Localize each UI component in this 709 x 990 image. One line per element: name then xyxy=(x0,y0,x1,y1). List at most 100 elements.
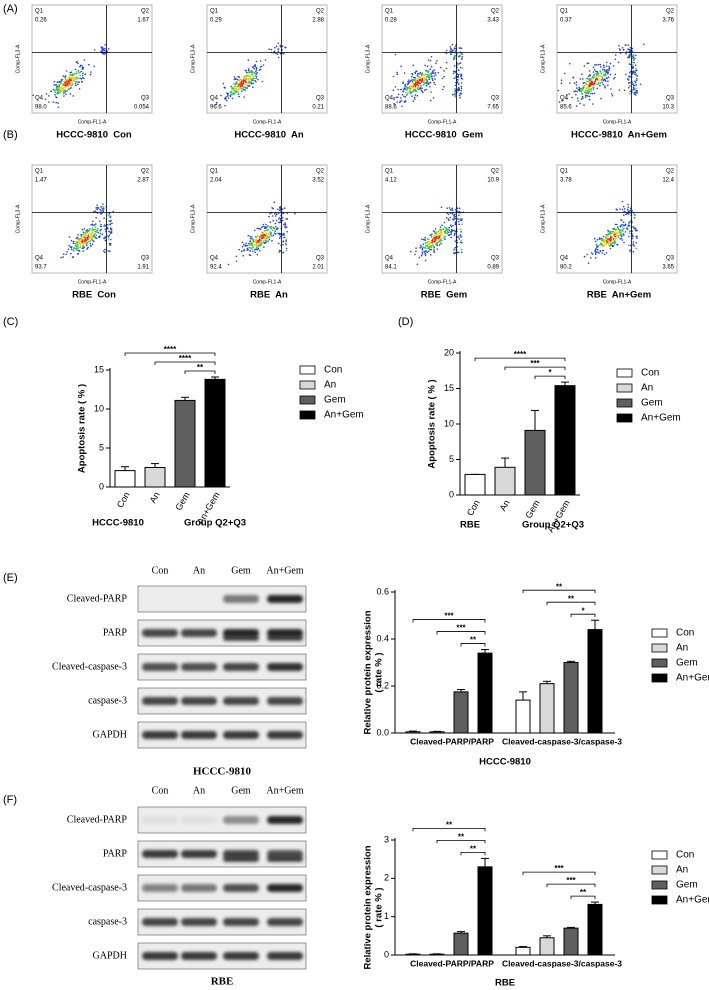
event-dot xyxy=(252,240,255,243)
event-dot xyxy=(432,238,434,240)
event-dot xyxy=(634,71,636,73)
event-dot xyxy=(440,242,442,245)
x-axis-title: Comp-FL1-A xyxy=(428,119,457,125)
event-dot xyxy=(91,243,94,246)
event-dot xyxy=(254,248,256,251)
event-dot xyxy=(599,244,601,246)
event-dot xyxy=(589,74,592,77)
event-dot xyxy=(97,231,100,234)
event-dot xyxy=(277,227,279,229)
event-dot xyxy=(247,234,250,237)
event-dot xyxy=(256,227,259,230)
event-dot xyxy=(433,245,435,248)
event-dot xyxy=(411,72,414,75)
significance-label: * xyxy=(581,606,585,615)
quadrant-value: 1.91 xyxy=(137,265,149,271)
bar xyxy=(554,385,576,496)
event-dot xyxy=(265,223,267,226)
quadrant-value: 3.43 xyxy=(487,18,499,24)
event-dot xyxy=(76,81,78,83)
event-dot xyxy=(433,237,436,240)
error-bar xyxy=(501,457,509,468)
plot-frame xyxy=(31,164,153,274)
event-dot xyxy=(583,255,586,258)
event-dot xyxy=(597,244,600,247)
event-dot xyxy=(632,57,634,60)
event-dot xyxy=(255,70,257,73)
event-dot xyxy=(625,73,627,76)
event-dot xyxy=(604,85,606,87)
event-dot xyxy=(461,55,464,58)
event-dot xyxy=(412,85,415,88)
event-dot xyxy=(450,229,453,231)
event-dot xyxy=(60,86,63,89)
bar xyxy=(524,429,546,496)
quadrant-name: Q3 xyxy=(141,256,150,262)
event-dot xyxy=(62,253,65,255)
event-dot xyxy=(454,92,456,94)
event-dot xyxy=(61,83,64,85)
event-dot xyxy=(597,251,599,253)
event-dot xyxy=(633,59,635,61)
event-dot xyxy=(619,49,622,51)
event-dot xyxy=(452,58,455,61)
event-dot xyxy=(97,207,100,209)
event-dot xyxy=(259,228,262,230)
event-dot xyxy=(427,75,430,78)
event-dot xyxy=(457,86,460,89)
event-dot xyxy=(624,231,627,233)
significance-bracket xyxy=(504,366,566,371)
event-dot xyxy=(77,83,79,86)
event-dot xyxy=(71,246,73,248)
event-dot xyxy=(593,86,595,88)
event-dot xyxy=(454,213,456,216)
event-dot xyxy=(588,98,591,101)
event-dot xyxy=(596,87,598,90)
error-bar xyxy=(591,619,599,630)
event-dot xyxy=(601,252,604,254)
event-dot xyxy=(602,249,604,252)
event-dot xyxy=(589,79,592,81)
event-dot xyxy=(108,242,111,245)
significance-bracket xyxy=(124,352,216,357)
event-dot xyxy=(629,85,631,87)
event-dot xyxy=(597,83,600,85)
event-dot xyxy=(433,69,436,71)
legend-label: Gem xyxy=(676,880,698,891)
event-dot xyxy=(294,212,296,215)
event-dot xyxy=(632,250,635,253)
error-bar xyxy=(211,376,219,380)
event-dot xyxy=(84,236,86,239)
event-dot xyxy=(588,70,591,72)
blot-band xyxy=(181,850,217,858)
event-dot xyxy=(452,93,454,96)
event-dot xyxy=(590,88,593,90)
event-dot xyxy=(619,208,621,210)
event-dot xyxy=(460,47,463,50)
event-dot xyxy=(589,88,591,90)
event-dot xyxy=(452,224,454,227)
event-dot xyxy=(75,241,77,244)
quadrant-value: 2.04 xyxy=(210,178,222,184)
event-dot xyxy=(460,52,463,55)
event-dot xyxy=(424,247,427,249)
event-dot xyxy=(460,89,463,92)
event-dot xyxy=(243,243,245,246)
event-dot xyxy=(424,82,426,85)
significance-bracket xyxy=(154,361,216,366)
event-dot xyxy=(247,248,249,251)
event-dot xyxy=(443,237,445,239)
event-dot xyxy=(284,207,286,209)
event-dot xyxy=(614,235,616,238)
event-dot xyxy=(261,232,264,234)
plot-frame xyxy=(381,164,503,274)
blot-band xyxy=(267,635,303,641)
event-dot xyxy=(425,245,427,247)
event-dot xyxy=(457,251,460,254)
event-dot xyxy=(284,225,286,227)
event-dot xyxy=(64,76,66,79)
event-dot xyxy=(430,240,432,243)
event-dot xyxy=(263,234,266,237)
event-dot xyxy=(635,67,637,70)
event-dot xyxy=(458,207,461,209)
